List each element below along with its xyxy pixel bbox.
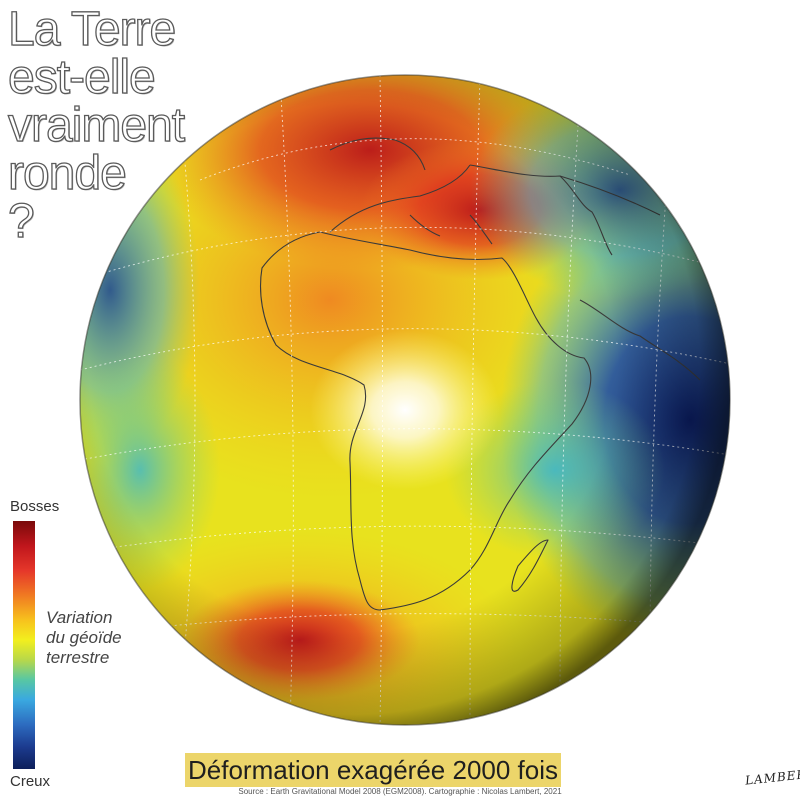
legend-caption-line: Variation	[46, 608, 113, 627]
legend-low-label: Creux	[10, 773, 51, 790]
subtitle-banner: Déformation exagérée 2000 fois	[185, 753, 562, 787]
title-line: vraiment	[7, 99, 185, 152]
title-line: ronde	[7, 147, 127, 200]
page-title: La Terre est-elle vraiment ronde ?	[7, 3, 185, 248]
legend-caption-line: du géoïde	[46, 628, 122, 647]
title-line: est-elle	[7, 51, 156, 104]
title-line: ?	[7, 195, 35, 248]
legend-high-label: Bosses	[10, 498, 60, 515]
source-note: Source : Earth Gravitational Model 2008 …	[238, 787, 562, 796]
legend-caption-line: terrestre	[46, 648, 110, 667]
legend-caption: Variation du géoïde terrestre	[46, 608, 122, 668]
legend-color-scale	[13, 521, 35, 769]
title-line: La Terre	[7, 3, 177, 56]
